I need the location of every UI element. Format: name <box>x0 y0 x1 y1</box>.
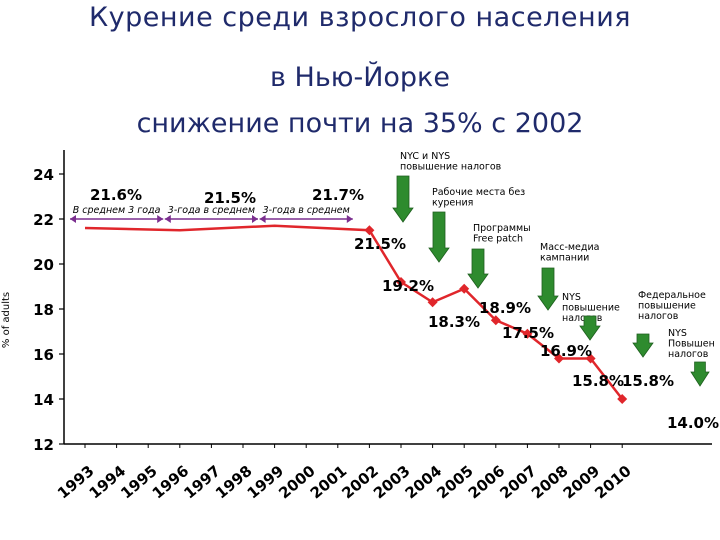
y-tick-label: 12 <box>33 436 54 454</box>
data-label: 15.8% <box>622 372 674 390</box>
data-label: 14.0% <box>667 414 719 432</box>
period-bracket-arrowhead <box>70 215 76 223</box>
period-bracket-label: В среднем 3 года <box>73 205 161 216</box>
annotation-text: NYS <box>668 328 687 339</box>
data-label: 17.5% <box>502 324 554 342</box>
y-axis-title: % of adults <box>1 292 12 348</box>
annotation-text: налогов <box>638 311 679 322</box>
period-bracket-arrowhead <box>252 215 258 223</box>
y-tick-label: 20 <box>33 256 54 274</box>
data-label: 18.3% <box>428 313 480 331</box>
annotation-text: Free patch <box>473 234 523 245</box>
annotation-text: Повышен <box>668 339 715 350</box>
policy-arrow <box>537 267 559 311</box>
annotation-text: повышение <box>562 303 620 314</box>
series-point-marker <box>554 353 564 364</box>
series-point-marker <box>490 315 501 326</box>
annotation-text: Федеральное <box>638 290 706 301</box>
data-label: 21.5% <box>204 189 256 207</box>
period-bracket-arrowhead <box>157 215 164 223</box>
y-tick-label: 24 <box>33 166 54 184</box>
annotation-text: NYC и NYS <box>400 151 450 162</box>
policy-arrow <box>392 175 414 223</box>
series-point-marker <box>427 297 438 308</box>
data-label: 16.9% <box>540 342 592 360</box>
policy-arrow <box>579 315 601 341</box>
series-point-marker <box>396 277 406 287</box>
series-point-marker <box>522 328 533 339</box>
period-bracket-arrowhead <box>164 215 171 223</box>
annotation-text: Масс-медиа <box>540 242 599 253</box>
annotation-text: налогов <box>562 313 603 324</box>
period-bracket-arrowhead <box>259 215 266 223</box>
annotation-text: налогов <box>668 349 709 360</box>
data-label: 21.7% <box>312 186 364 204</box>
series-point-marker <box>364 225 375 236</box>
series-point-marker <box>617 394 628 404</box>
y-tick-label: 18 <box>33 301 54 319</box>
series-point-marker <box>585 353 596 364</box>
policy-arrow <box>632 333 654 358</box>
data-label: 19.2% <box>382 277 434 295</box>
annotation-text: NYS <box>562 292 581 303</box>
period-bracket-label: 3-года в среднем <box>263 205 350 216</box>
policy-arrow <box>690 361 710 387</box>
annotation-text: Программы <box>473 223 531 234</box>
data-label: 21.6% <box>90 186 142 204</box>
data-label: 15.8% <box>572 372 624 390</box>
annotation-text: кампании <box>540 253 589 264</box>
title-line-3: снижение почти на 35% с 2002 <box>136 108 584 139</box>
data-label: 21.5% <box>354 235 406 253</box>
policy-arrow <box>428 211 450 263</box>
annotation-text: курения <box>432 198 473 209</box>
period-bracket-arrowhead <box>346 215 353 223</box>
data-label: 18.9% <box>479 299 531 317</box>
policy-arrow <box>467 248 489 289</box>
y-tick-label: 16 <box>33 346 54 364</box>
y-tick-label: 22 <box>33 211 54 229</box>
annotation-text: повышение <box>638 301 696 312</box>
annotation-text: Рабочие места без <box>432 187 525 198</box>
annotation-text: повышение налогов <box>400 162 502 173</box>
period-bracket-label: 3-года в среднем <box>168 205 255 216</box>
y-tick-label: 14 <box>33 391 54 409</box>
title-line-2: в Нью-Йорке <box>270 62 450 93</box>
series-point-marker <box>459 283 470 294</box>
title-line-1: Курение среди взрослого населения <box>89 2 631 33</box>
x-tick-label: 2010 <box>591 462 635 503</box>
series-line <box>84 224 624 400</box>
